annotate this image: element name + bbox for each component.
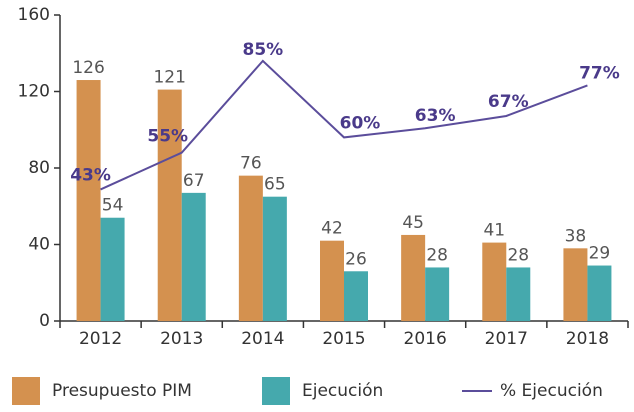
line-series xyxy=(100,59,588,191)
bar-value-label: 38 xyxy=(565,226,587,246)
bar xyxy=(100,217,125,321)
bar xyxy=(425,267,450,321)
line-value-label: 43% xyxy=(70,165,111,185)
bar-value-label: 54 xyxy=(102,196,124,216)
bar xyxy=(401,234,426,321)
y-tick-label: 0 xyxy=(39,311,50,331)
line-value-label: 77% xyxy=(579,63,620,83)
bar xyxy=(76,80,101,322)
bar xyxy=(506,267,531,321)
bar-value-label: 28 xyxy=(507,245,529,265)
line-value-label: 63% xyxy=(415,106,456,126)
bar xyxy=(563,248,588,321)
bar-value-label: 42 xyxy=(321,219,343,239)
bar xyxy=(344,271,368,321)
bar-value-label: 26 xyxy=(345,249,367,269)
x-tick-label: 2015 xyxy=(322,329,365,349)
x-tick-label: 2013 xyxy=(160,329,203,349)
y-tick-label: 40 xyxy=(28,235,50,255)
line-value-label: 67% xyxy=(488,92,529,112)
x-tick-label: 2014 xyxy=(241,329,284,349)
x-tick-label: 2018 xyxy=(566,329,609,349)
y-tick-label: 160 xyxy=(18,5,50,25)
bar-value-label: 65 xyxy=(264,175,286,195)
bar xyxy=(482,242,507,321)
line-value-label: 55% xyxy=(147,127,188,147)
bar-value-label: 67 xyxy=(183,171,205,191)
line-value-label: 85% xyxy=(243,40,284,60)
bar xyxy=(238,175,263,321)
x-tick-label: 2016 xyxy=(404,329,447,349)
bar-value-label: 41 xyxy=(483,221,505,241)
x-tick-label: 2017 xyxy=(485,329,528,349)
bar xyxy=(157,89,182,322)
legend-label: Presupuesto PIM xyxy=(52,381,192,401)
bar-value-label: 76 xyxy=(240,154,262,174)
bar xyxy=(320,240,344,321)
legend-swatch xyxy=(262,377,290,405)
bar-value-label: 121 xyxy=(153,68,185,88)
y-tick-label: 80 xyxy=(28,158,50,178)
legend-label: Ejecución xyxy=(302,381,383,401)
legend-swatch xyxy=(12,377,40,405)
bar-value-label: 28 xyxy=(426,245,448,265)
x-tick-label: 2012 xyxy=(79,329,122,349)
line-value-label: 60% xyxy=(340,113,381,133)
bar xyxy=(587,265,612,321)
y-tick-label: 120 xyxy=(18,82,50,102)
bar-value-label: 126 xyxy=(72,58,104,78)
legend-label: % Ejecución xyxy=(500,381,603,401)
bar-value-label: 29 xyxy=(589,244,611,264)
bar xyxy=(181,192,206,321)
bar-value-label: 45 xyxy=(402,213,424,233)
bar xyxy=(262,196,287,321)
